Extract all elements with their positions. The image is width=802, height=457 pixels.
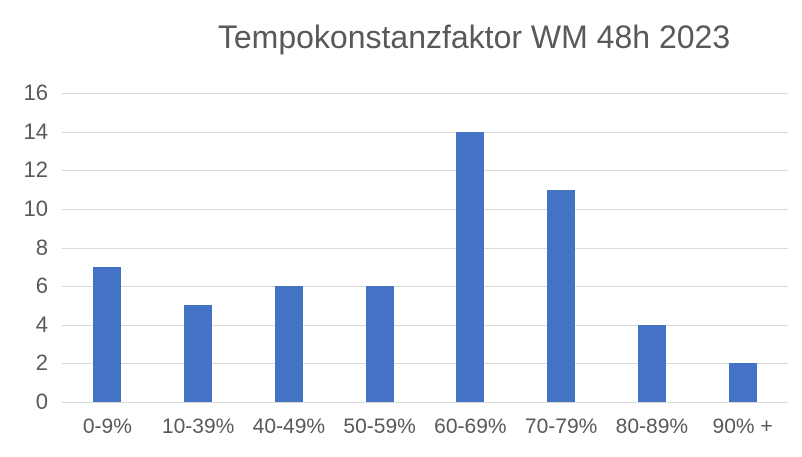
- gridline: [62, 208, 788, 210]
- chart-title: Tempokonstanzfaktor WM 48h 2023: [217, 19, 731, 55]
- gridline: [62, 247, 788, 249]
- y-tick-label: 2: [35, 350, 48, 376]
- x-tick-label: 40-49%: [252, 415, 326, 438]
- y-tick-label: 16: [23, 80, 48, 105]
- gridline: [62, 324, 788, 326]
- bar-0-9%: [93, 266, 122, 402]
- bar-40-49%: [274, 286, 303, 402]
- x-tick-label: 0-9%: [82, 415, 132, 438]
- y-tick-label: 12: [23, 157, 48, 183]
- bar-60-69%: [456, 131, 485, 402]
- gridline: [62, 170, 788, 172]
- y-tick-label: 14: [23, 118, 48, 144]
- gridline: [62, 131, 788, 133]
- bar-80-89%: [637, 324, 666, 402]
- y-tick-label: 6: [35, 273, 48, 299]
- bar-90% +: [728, 363, 757, 402]
- bar-10-39%: [184, 305, 213, 402]
- x-tick-label: 10-39%: [161, 415, 235, 438]
- bar-70-79%: [547, 189, 576, 402]
- y-tick-label: 8: [35, 234, 48, 260]
- x-tick-label: 80-89%: [615, 415, 689, 438]
- y-tick-label: 0: [35, 389, 48, 414]
- bar-50-59%: [365, 286, 394, 402]
- plot-area: [62, 93, 788, 403]
- y-tick-label: 10: [23, 195, 48, 221]
- x-tick-label: 70-79%: [524, 415, 598, 438]
- x-axis-line: [62, 402, 788, 403]
- x-tick-label: 90% +: [712, 415, 773, 438]
- gridline: [62, 363, 788, 365]
- y-tick-label: 4: [35, 311, 48, 337]
- gridline: [62, 93, 788, 94]
- x-tick-label: 60-69%: [434, 415, 507, 438]
- x-tick-label: 50-59%: [343, 415, 416, 438]
- gridline: [62, 286, 788, 288]
